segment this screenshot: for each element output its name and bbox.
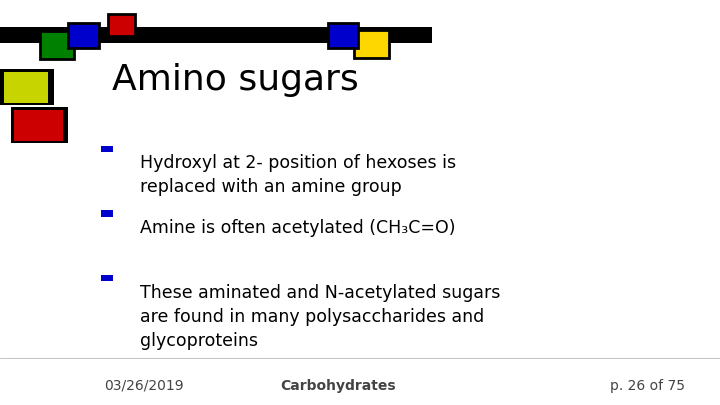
Bar bbox=[101, 275, 114, 281]
Text: 03/26/2019: 03/26/2019 bbox=[104, 379, 184, 393]
Text: These aminated and N-acetylated sugars
are found in many polysaccharides and
gly: These aminated and N-acetylated sugars a… bbox=[140, 284, 501, 350]
Bar bbox=[354, 30, 389, 58]
Bar bbox=[11, 107, 68, 143]
Bar bbox=[101, 145, 114, 152]
Bar bbox=[4, 72, 48, 103]
Text: p. 26 of 75: p. 26 of 75 bbox=[611, 379, 685, 393]
Bar bbox=[40, 31, 74, 59]
Bar bbox=[68, 23, 99, 48]
Bar bbox=[108, 14, 135, 36]
Bar bbox=[328, 23, 358, 48]
Bar bbox=[101, 210, 114, 217]
Text: Carbohydrates: Carbohydrates bbox=[281, 379, 396, 393]
Bar bbox=[0, 69, 54, 105]
Bar bbox=[14, 110, 63, 141]
Text: Hydroxyl at 2- position of hexoses is
replaced with an amine group: Hydroxyl at 2- position of hexoses is re… bbox=[140, 154, 456, 196]
Text: Amino sugars: Amino sugars bbox=[112, 63, 359, 97]
Text: Amine is often acetylated (CH₃C=O): Amine is often acetylated (CH₃C=O) bbox=[140, 219, 456, 237]
Bar bbox=[0, 27, 432, 43]
